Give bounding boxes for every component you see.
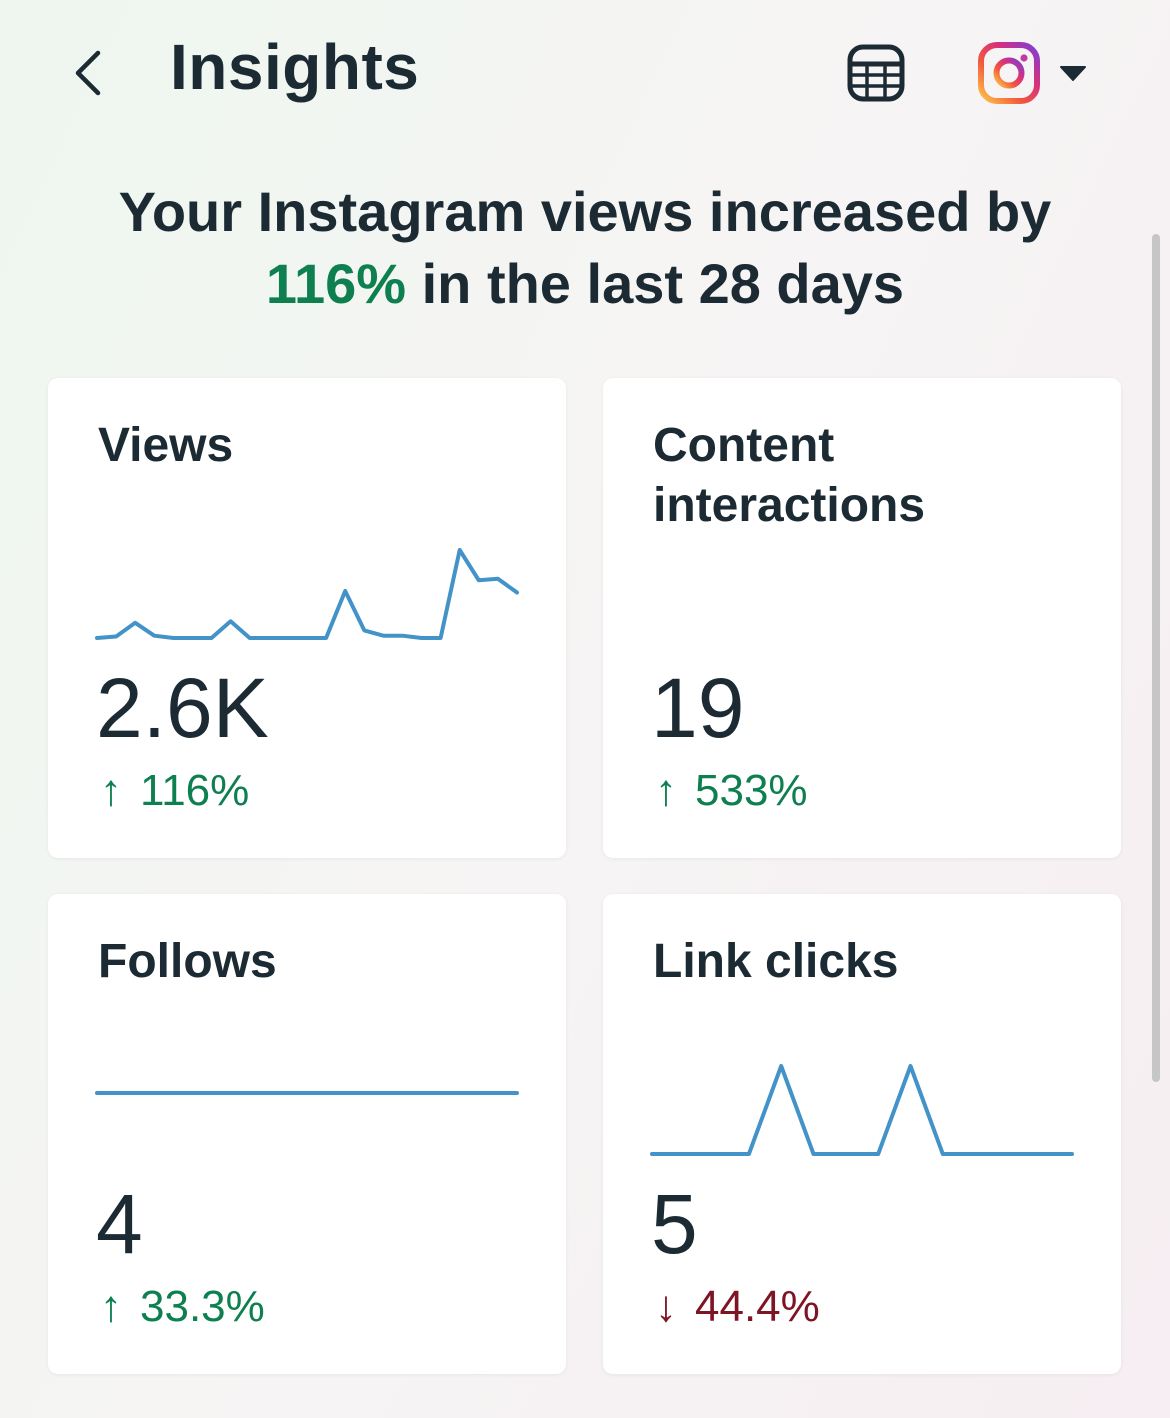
caret-down-icon — [1060, 66, 1086, 81]
header: Insights — [0, 0, 1170, 150]
summary-suffix: in the last 28 days — [421, 252, 905, 315]
metric-card-follows[interactable]: Follows 4 ↑ 33.3% — [48, 894, 566, 1374]
metric-change: ↓ 44.4% — [655, 1282, 820, 1332]
metric-change-value: 533% — [695, 766, 808, 815]
metric-card-content-interactions[interactable]: Content interactions 19 ↑ 533% — [603, 378, 1121, 858]
sparkline-series — [650, 1064, 1074, 1156]
sparkline-series — [95, 548, 519, 640]
table-export-icon — [847, 44, 905, 102]
page-title: Insights — [170, 31, 420, 103]
metric-title: Link clicks — [653, 935, 899, 988]
metric-title: Content interactions — [653, 419, 926, 532]
metric-change: ↑ 116% — [100, 766, 249, 816]
views-sparkline — [95, 548, 519, 640]
instagram-logo-icon — [978, 42, 1040, 104]
arrow-up-icon: ↑ — [100, 1282, 122, 1331]
metric-change: ↑ 33.3% — [100, 1282, 265, 1332]
account-switcher[interactable] — [972, 40, 1096, 106]
metric-value: 4 — [96, 1177, 143, 1271]
scrollbar[interactable] — [1152, 234, 1160, 1082]
metric-value: 2.6K — [96, 661, 269, 755]
arrow-down-icon: ↓ — [655, 1282, 677, 1331]
metric-value: 19 — [651, 661, 745, 755]
metric-change-value: 116% — [140, 766, 250, 815]
arrow-up-icon: ↑ — [100, 766, 122, 815]
export-table-button[interactable] — [844, 42, 908, 104]
metric-card-views[interactable]: Views 2.6K ↑ 116% — [48, 378, 566, 858]
back-button[interactable] — [66, 46, 110, 100]
metric-value: 5 — [651, 1177, 698, 1271]
metric-title: Views — [98, 419, 234, 472]
follows-sparkline — [95, 1091, 519, 1095]
chevron-left-icon — [75, 50, 101, 96]
metric-card-link-clicks[interactable]: Link clicks 5 ↓ 44.4% — [603, 894, 1121, 1374]
metric-change-value: 33.3% — [140, 1282, 265, 1331]
insights-summary: Your Instagram views increased by 116% i… — [40, 176, 1130, 320]
summary-prefix: Your Instagram views increased by — [118, 180, 1052, 243]
arrow-up-icon: ↑ — [655, 766, 677, 815]
link-clicks-sparkline — [650, 1064, 1074, 1156]
metric-title: Follows — [98, 935, 277, 988]
metric-change: ↑ 533% — [655, 766, 808, 816]
metric-change-value: 44.4% — [695, 1282, 820, 1331]
summary-highlight: 116% — [265, 252, 407, 315]
